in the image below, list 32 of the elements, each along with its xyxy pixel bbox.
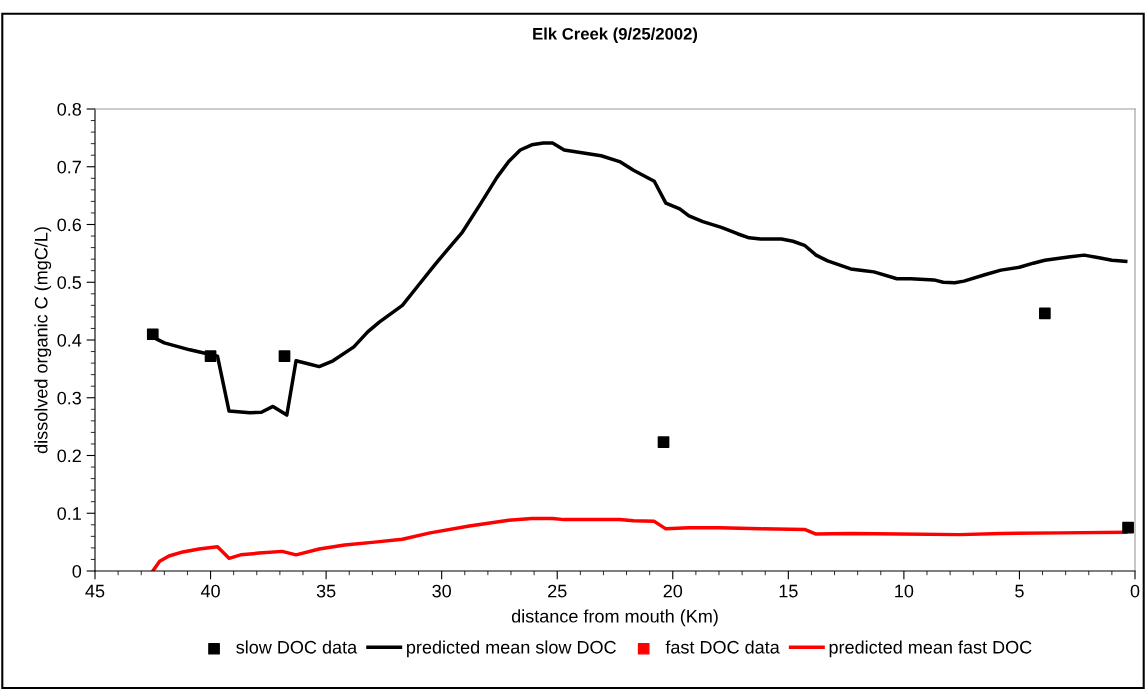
y-tick-label: 0.5 <box>57 276 82 289</box>
x-tick-label: 40 <box>200 584 220 598</box>
x-tick-label: 20 <box>663 584 683 598</box>
point <box>146 328 159 341</box>
x-tick-label: 25 <box>548 584 567 598</box>
legend-label: predicted mean slow DOC <box>407 640 616 658</box>
point <box>204 350 217 363</box>
x-tick-label: 30 <box>432 584 451 598</box>
x-tick-label: 45 <box>85 584 105 598</box>
point <box>278 350 291 363</box>
y-axis-title: dissolved organic C (mgC/L) <box>34 227 52 454</box>
x-tick-label: 15 <box>779 584 798 598</box>
chart-title: Elk Creek (9/25/2002) <box>533 27 698 44</box>
y-tick-label: 0.2 <box>57 449 81 463</box>
x-axis-title: distance from mouth (Km) <box>511 609 718 627</box>
y-tick-label: 0.7 <box>57 160 81 174</box>
y-tick-label: 0 <box>72 564 82 578</box>
legend-label: slow DOC data <box>236 640 358 654</box>
legend-label: fast DOC data <box>665 640 780 654</box>
y-tick-label: 0.6 <box>57 218 82 232</box>
x-tick-label: 0 <box>1130 584 1140 598</box>
y-tick-label: 0.4 <box>57 333 82 347</box>
x-tick-label: 10 <box>895 584 914 598</box>
point <box>1122 521 1134 534</box>
legend-label: predicted mean fast DOC <box>829 640 1032 658</box>
y-tick-label: 0.1 <box>57 507 81 520</box>
x-tick-label: 5 <box>1015 584 1024 598</box>
x-tick-label: 35 <box>316 584 336 598</box>
point <box>657 436 670 449</box>
y-tick-label: 0.8 <box>57 102 82 116</box>
y-tick-label: 0.3 <box>57 391 82 405</box>
point <box>1039 307 1051 320</box>
